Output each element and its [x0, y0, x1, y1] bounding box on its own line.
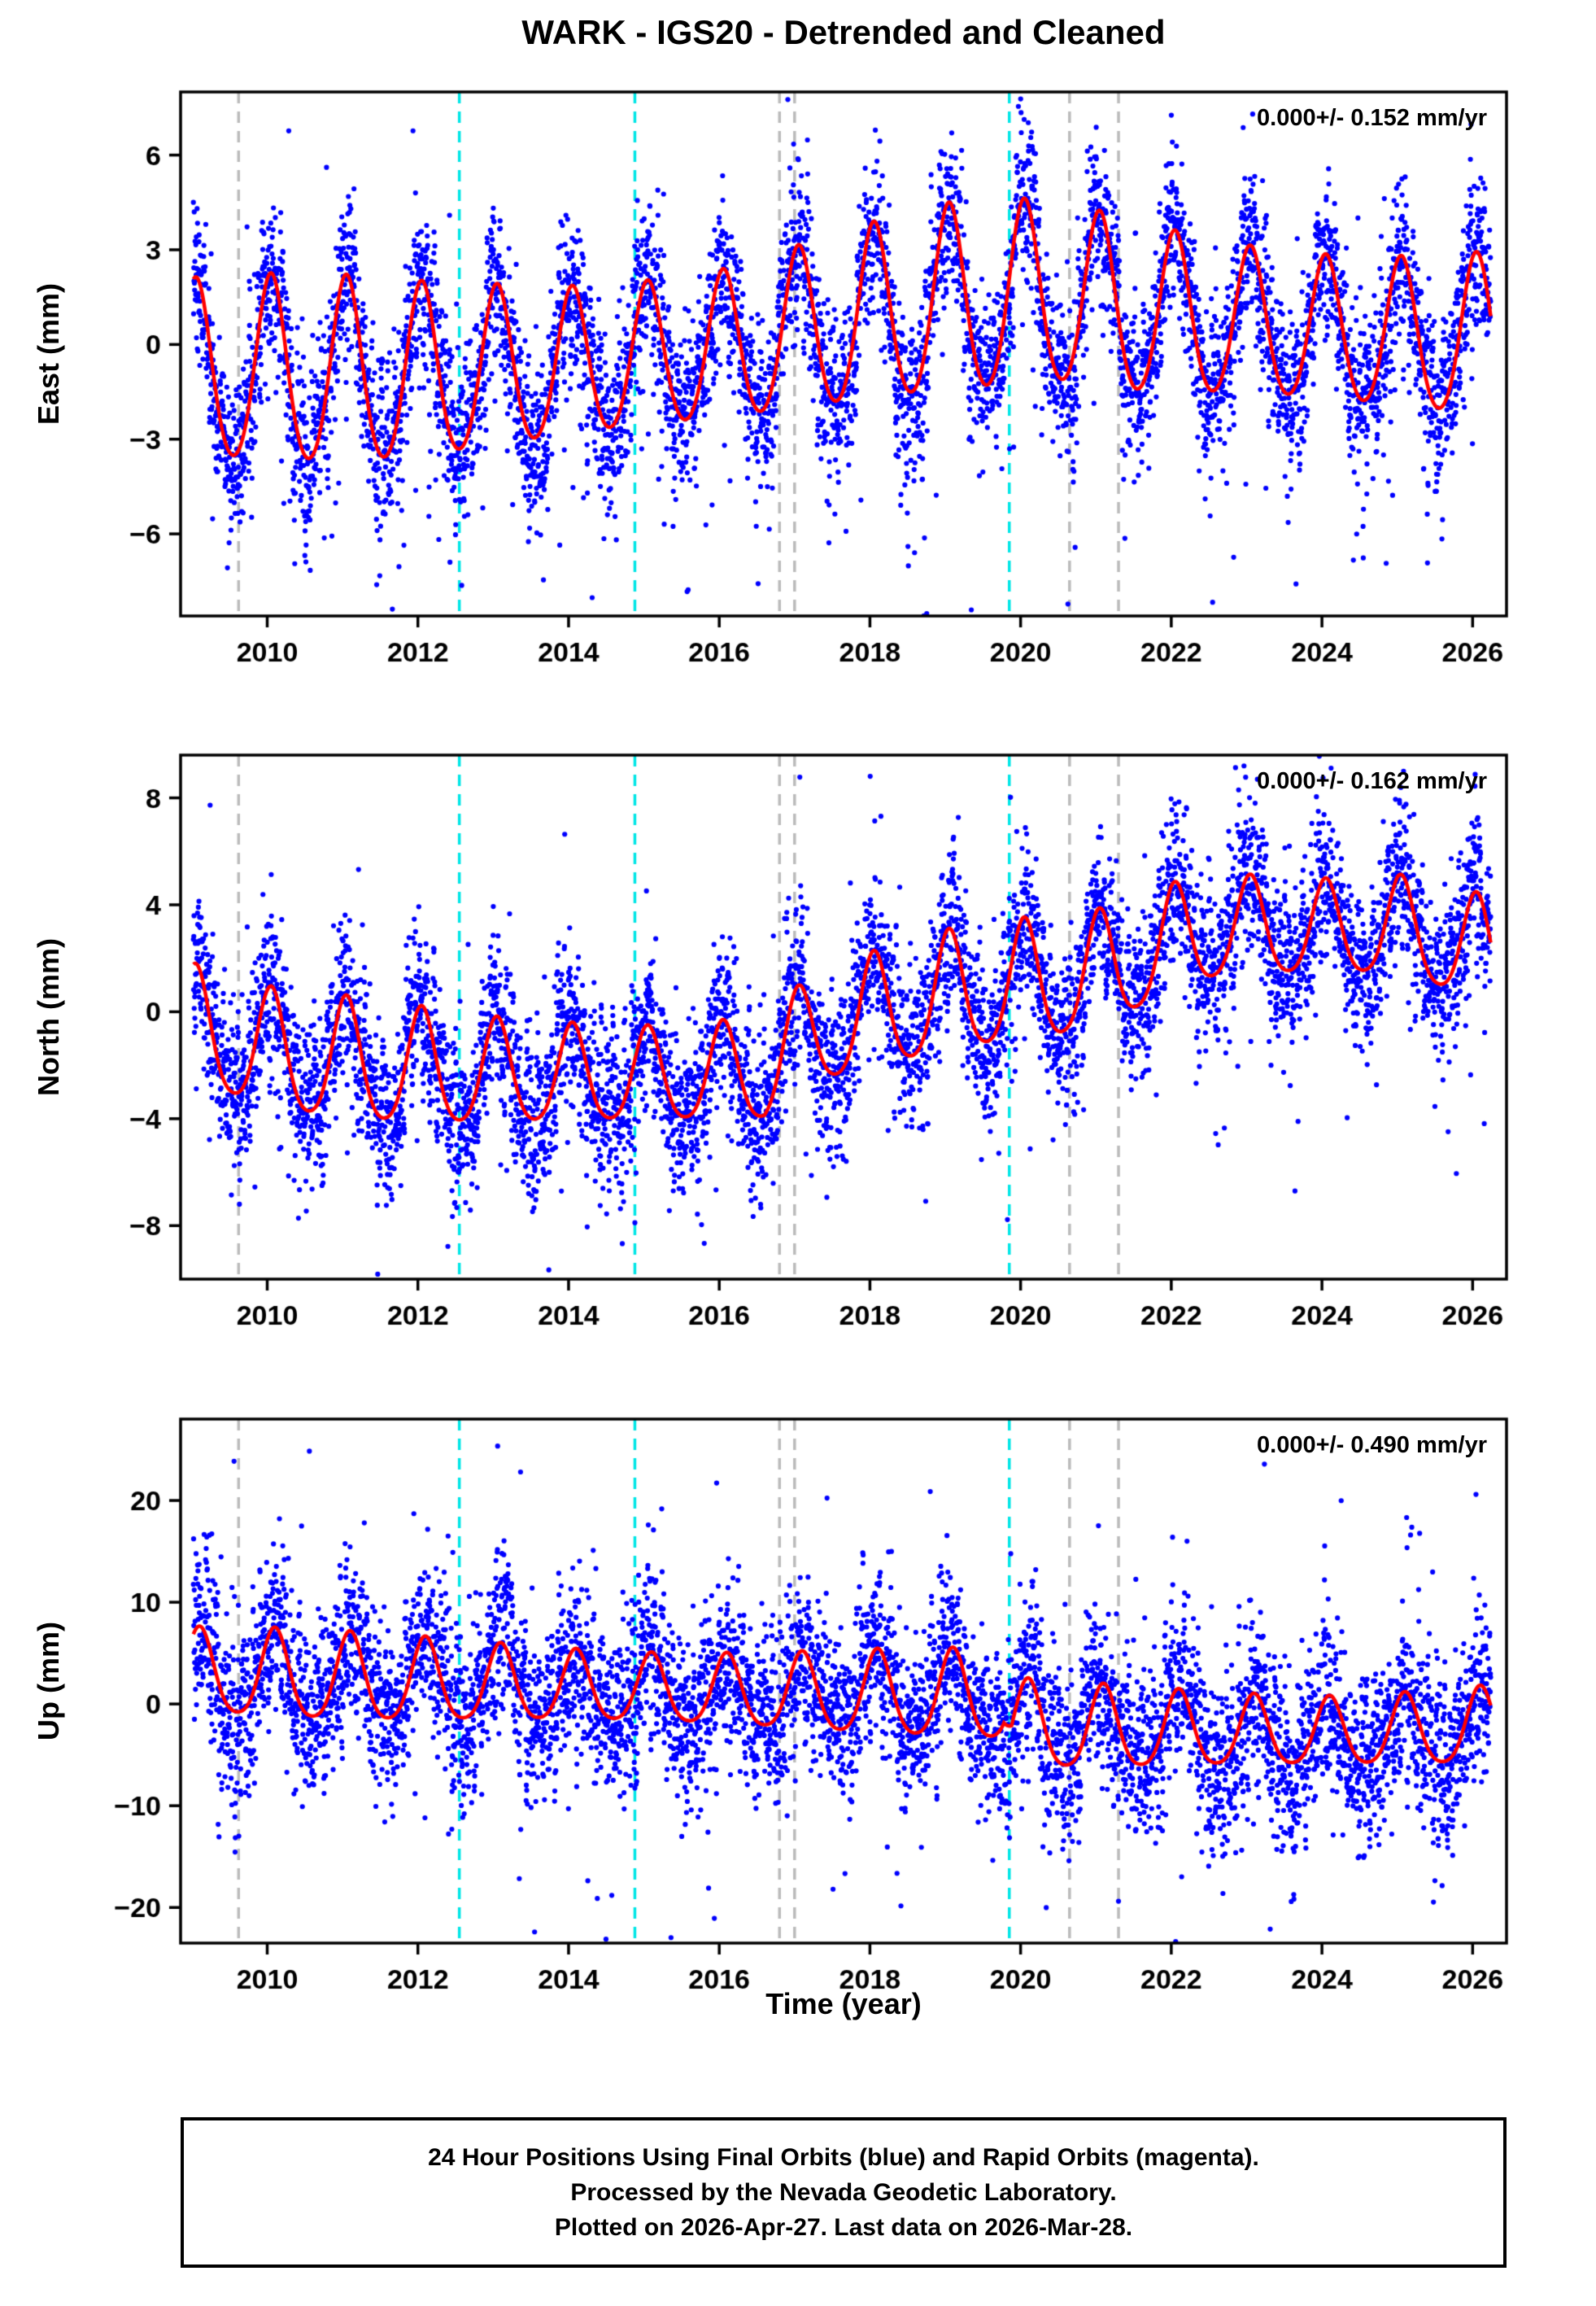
caption-line-processed: Processed by the Nevada Geodetic Laborat… — [570, 2179, 1117, 2206]
page-title: WARK - IGS20 - Detrended and Cleaned — [521, 13, 1166, 51]
north-axis-label: North (mm) — [32, 938, 65, 1096]
caption-line-plotted: Plotted on 2026-Apr-27. Last data on 202… — [554, 2214, 1133, 2241]
up-rate-annotation: 0.000+/- 0.490 mm/yr — [1257, 1432, 1487, 1458]
north-rate-annotation: 0.000+/- 0.162 mm/yr — [1257, 768, 1487, 794]
east-axis-label: East (mm) — [32, 282, 65, 426]
east-rate-annotation: 0.000+/- 0.152 mm/yr — [1257, 105, 1487, 131]
up-axis-label: Up (mm) — [32, 1622, 65, 1740]
caption-box: 24 Hour Positions Using Final Orbits (bl… — [181, 2117, 1507, 2268]
caption-line-orbits: 24 Hour Positions Using Final Orbits (bl… — [428, 2144, 1259, 2171]
x-axis-label: Time (year) — [765, 1987, 922, 2020]
